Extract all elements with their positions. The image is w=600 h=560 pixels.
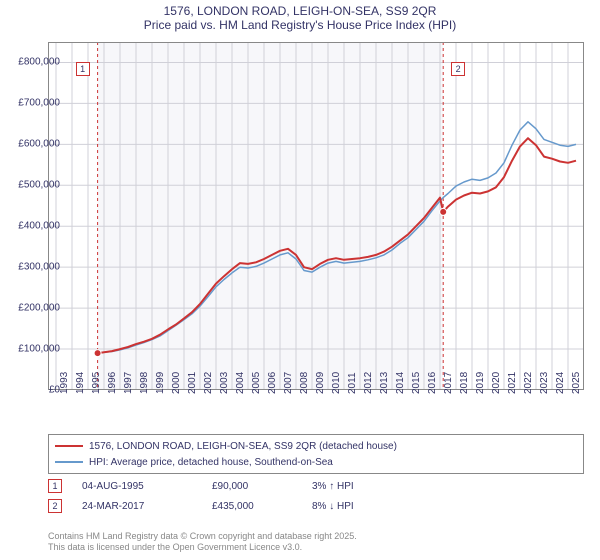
x-tick-label: 2000 [171, 372, 182, 394]
title-line-2: Price paid vs. HM Land Registry's House … [0, 18, 600, 32]
legend-label: 1576, LONDON ROAD, LEIGH-ON-SEA, SS9 2QR… [89, 441, 397, 452]
x-tick-label: 2011 [347, 372, 358, 394]
x-tick-label: 1993 [59, 372, 70, 394]
sale-marker: 1 [48, 479, 62, 493]
footer-line-2: This data is licensed under the Open Gov… [48, 542, 357, 554]
x-tick-label: 2022 [523, 372, 534, 394]
y-tick-label: £700,000 [14, 98, 60, 109]
x-tick-label: 2020 [491, 372, 502, 394]
x-tick-label: 2016 [427, 372, 438, 394]
x-tick-label: 2004 [235, 372, 246, 394]
x-tick-label: 2014 [395, 372, 406, 394]
footer: Contains HM Land Registry data © Crown c… [48, 531, 357, 554]
x-tick-label: 1996 [107, 372, 118, 394]
footer-line-1: Contains HM Land Registry data © Crown c… [48, 531, 357, 543]
x-tick-label: 2012 [363, 372, 374, 394]
sale-price: £90,000 [212, 481, 312, 492]
chart-marker-1: 1 [76, 62, 90, 76]
x-tick-label: 2019 [475, 372, 486, 394]
x-tick-label: 2018 [459, 372, 470, 394]
x-tick-label: 2023 [539, 372, 550, 394]
y-tick-label: £500,000 [14, 180, 60, 191]
y-tick-label: £800,000 [14, 57, 60, 68]
y-tick-label: £100,000 [14, 344, 60, 355]
x-tick-label: 2024 [555, 372, 566, 394]
y-tick-label: £0 [14, 385, 60, 396]
sale-row-1: 1 04-AUG-1995£90,0003% ↑ HPI [48, 476, 584, 496]
x-tick-label: 2009 [315, 372, 326, 394]
sale-date: 04-AUG-1995 [82, 481, 212, 492]
x-tick-label: 2021 [507, 372, 518, 394]
y-tick-label: £400,000 [14, 221, 60, 232]
sale-marker: 2 [48, 499, 62, 513]
chart-container: 1576, LONDON ROAD, LEIGH-ON-SEA, SS9 2QR… [0, 0, 600, 560]
x-tick-label: 2010 [331, 372, 342, 394]
x-tick-label: 2015 [411, 372, 422, 394]
sale-delta: 8% ↓ HPI [312, 501, 412, 512]
chart-marker-2: 2 [451, 62, 465, 76]
x-tick-label: 1995 [91, 372, 102, 394]
legend-label: HPI: Average price, detached house, Sout… [89, 457, 333, 468]
x-tick-label: 2013 [379, 372, 390, 394]
legend-item: 1576, LONDON ROAD, LEIGH-ON-SEA, SS9 2QR… [55, 438, 577, 454]
x-tick-label: 2006 [267, 372, 278, 394]
x-tick-label: 2008 [299, 372, 310, 394]
title-line-1: 1576, LONDON ROAD, LEIGH-ON-SEA, SS9 2QR [0, 4, 600, 18]
sale-delta: 3% ↑ HPI [312, 481, 412, 492]
y-tick-label: £300,000 [14, 262, 60, 273]
y-tick-label: £600,000 [14, 139, 60, 150]
legend-swatch [55, 445, 83, 447]
x-tick-label: 2025 [571, 372, 582, 394]
title-block: 1576, LONDON ROAD, LEIGH-ON-SEA, SS9 2QR… [0, 0, 600, 32]
x-tick-label: 1997 [123, 372, 134, 394]
x-tick-label: 2017 [443, 372, 454, 394]
legend-box: 1576, LONDON ROAD, LEIGH-ON-SEA, SS9 2QR… [48, 434, 584, 474]
x-tick-label: 1998 [139, 372, 150, 394]
chart-svg [48, 42, 584, 390]
legend-swatch [55, 461, 83, 463]
sale-row-2: 2 24-MAR-2017£435,0008% ↓ HPI [48, 496, 584, 516]
legend-item: HPI: Average price, detached house, Sout… [55, 454, 577, 470]
y-tick-label: £200,000 [14, 303, 60, 314]
x-tick-label: 2005 [251, 372, 262, 394]
chart-area [48, 42, 584, 390]
x-tick-label: 1999 [155, 372, 166, 394]
sale-date: 24-MAR-2017 [82, 501, 212, 512]
sale-price: £435,000 [212, 501, 312, 512]
x-tick-label: 2001 [187, 372, 198, 394]
x-tick-label: 2003 [219, 372, 230, 394]
sales-rows: 1 04-AUG-1995£90,0003% ↑ HPI 2 24-MAR-2017£… [48, 476, 584, 516]
x-tick-label: 1994 [75, 372, 86, 394]
x-tick-label: 2002 [203, 372, 214, 394]
x-tick-label: 2007 [283, 372, 294, 394]
